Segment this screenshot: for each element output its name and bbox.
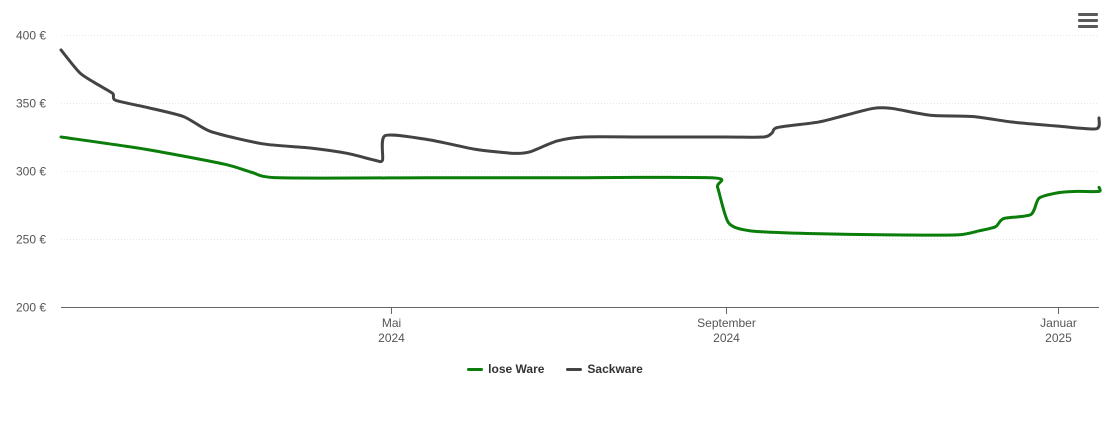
menu-bar bbox=[1078, 19, 1098, 22]
menu-bar bbox=[1078, 25, 1098, 28]
menu-bar bbox=[1078, 13, 1098, 16]
y-tick-label: 200 € bbox=[16, 301, 46, 315]
gridlines bbox=[61, 35, 1099, 240]
series-line-sackware bbox=[59, 48, 1101, 164]
x-tick-label-year: 2025 bbox=[1045, 331, 1072, 345]
x-tick-label-year: 2024 bbox=[378, 331, 405, 345]
hamburger-menu-icon[interactable] bbox=[1078, 13, 1098, 31]
y-tick-label: 250 € bbox=[16, 233, 46, 247]
legend-swatch-lose-ware bbox=[467, 367, 484, 371]
y-tick-label: 400 € bbox=[16, 29, 46, 43]
legend-item-lose-ware[interactable]: lose Ware bbox=[467, 362, 544, 376]
series-line-lose-ware bbox=[59, 135, 1102, 237]
x-tick-label-month: September bbox=[697, 316, 756, 330]
legend-item-sackware[interactable]: Sackware bbox=[566, 362, 643, 376]
x-tick-label-month: Mai bbox=[382, 316, 401, 330]
x-tick-label-month: Januar bbox=[1040, 316, 1077, 330]
legend-label-sackware: Sackware bbox=[587, 362, 643, 376]
series-group bbox=[59, 48, 1102, 237]
legend: lose Ware Sackware bbox=[0, 362, 1110, 376]
legend-swatch-sackware bbox=[566, 367, 583, 371]
y-tick-label: 350 € bbox=[16, 97, 46, 111]
y-tick-label: 300 € bbox=[16, 165, 46, 179]
legend-label-lose-ware: lose Ware bbox=[488, 362, 545, 376]
y-axis: 200 € 250 € 300 € 350 € 400 € bbox=[16, 29, 46, 315]
x-tick-label-year: 2024 bbox=[713, 331, 740, 345]
